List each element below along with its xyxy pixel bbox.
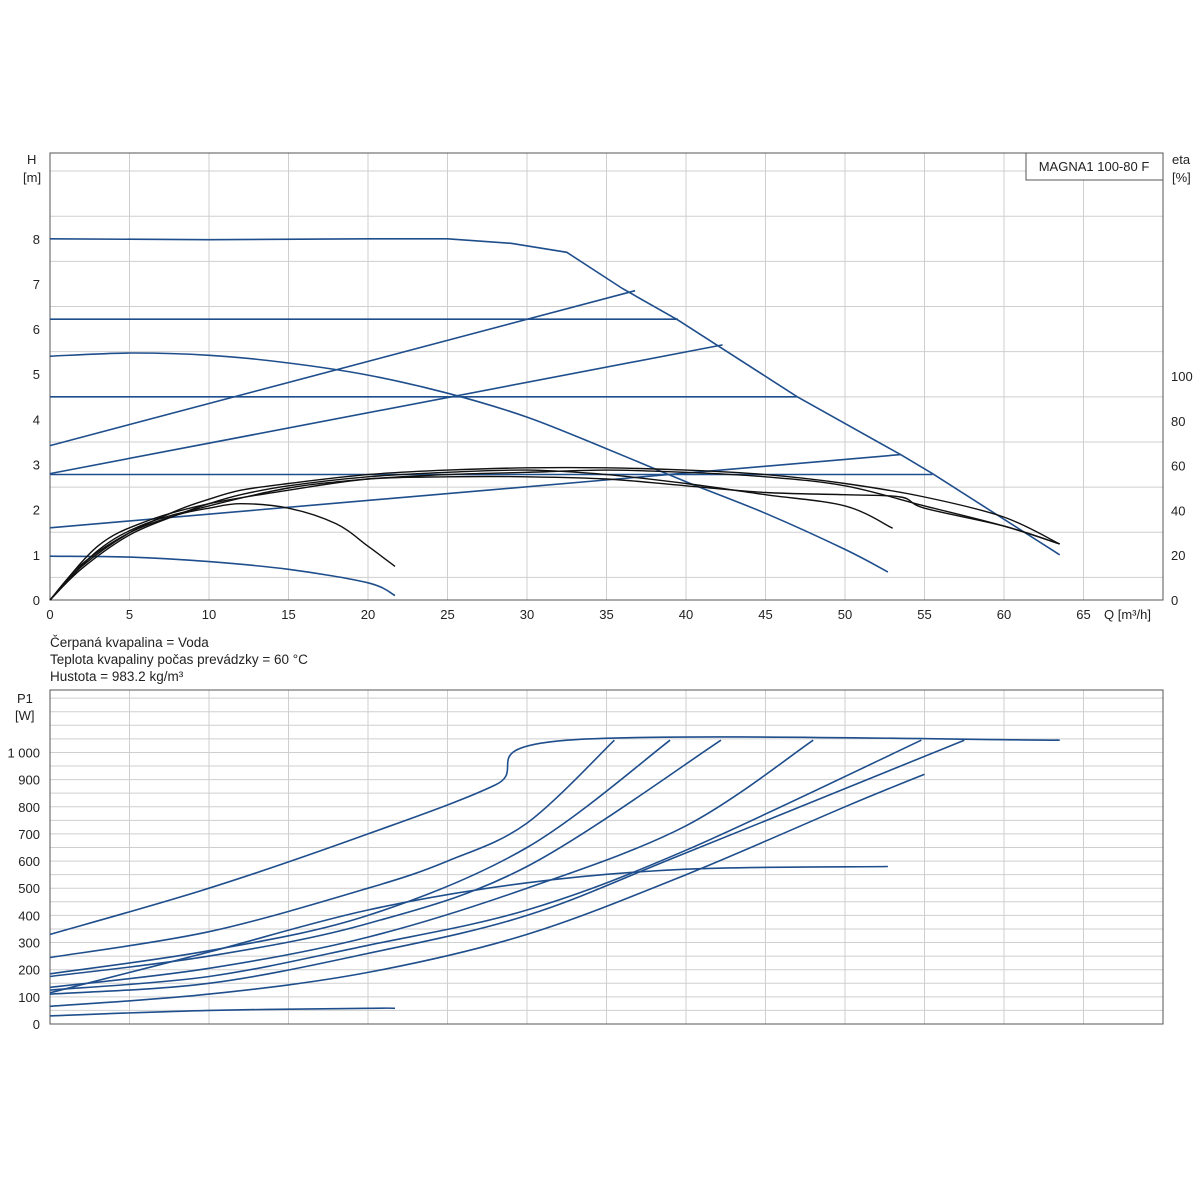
x-tick-label: 15 — [281, 607, 295, 622]
power-curve — [49, 739, 671, 975]
power-curve — [49, 865, 888, 994]
eta-tick-label: 100 — [1171, 369, 1193, 384]
h-axis-unit: [m] — [23, 170, 41, 185]
plot-frame — [49, 152, 1164, 601]
x-tick-label: 0 — [46, 607, 53, 622]
p1-tick-label: 300 — [18, 936, 40, 951]
x-tick-label: 60 — [997, 607, 1011, 622]
power-curve — [49, 739, 965, 995]
head-curve — [49, 453, 901, 529]
h-tick-label: 4 — [33, 412, 40, 427]
efficiency-curve — [49, 475, 1060, 601]
eta-tick-label: 60 — [1171, 459, 1185, 474]
head-curve — [49, 555, 396, 597]
p1-tick-label: 1 000 — [7, 745, 40, 760]
eta-axis-label: eta — [1172, 152, 1191, 167]
h-tick-label: 2 — [33, 503, 40, 518]
power-curve — [49, 739, 722, 978]
power-curve — [49, 739, 814, 989]
h-axis-label: H — [27, 152, 36, 167]
x-tick-label: 20 — [361, 607, 375, 622]
p1-tick-label: 600 — [18, 854, 40, 869]
h-tick-label: 6 — [33, 322, 40, 337]
p1-tick-label: 900 — [18, 773, 40, 788]
fluid-temperature: Teplota kvapaliny počas prevádzky = 60 °… — [50, 652, 308, 667]
power-curve — [49, 739, 922, 991]
p1-tick-label: 700 — [18, 827, 40, 842]
head-curve — [49, 352, 889, 573]
q-axis-label: Q [m³/h] — [1104, 607, 1151, 622]
p1-tick-label: 200 — [18, 963, 40, 978]
eta-tick-label: 20 — [1171, 548, 1185, 563]
p1-tick-label: 800 — [18, 800, 40, 815]
fluid-name: Čerpaná kvapalina = Voda — [50, 635, 209, 650]
p1-tick-label: 500 — [18, 881, 40, 896]
head-curve — [49, 238, 1061, 556]
fluid-density: Hustota = 983.2 kg/m³ — [50, 669, 184, 684]
p1-tick-label: 0 — [33, 1017, 40, 1032]
h-tick-label: 8 — [33, 232, 40, 247]
head-efficiency-chart: 0 5 10 15 20 25 30 35 40 45 50 55 60 6501234567802040… — [23, 152, 1193, 622]
eta-axis-unit: [%] — [1172, 170, 1191, 185]
p1-axis-unit: [W] — [15, 708, 35, 723]
h-tick-label: 1 — [33, 548, 40, 563]
x-tick-label: 40 — [679, 607, 693, 622]
head-curve — [49, 344, 723, 475]
efficiency-curve — [49, 502, 396, 601]
fluid-info: Čerpaná kvapalina = Voda Teplota kvapali… — [50, 634, 308, 685]
p1-axis-label: P1 — [17, 691, 33, 706]
x-tick-label: 10 — [202, 607, 216, 622]
h-tick-label: 7 — [33, 277, 40, 292]
efficiency-curve — [49, 469, 1060, 601]
eta-tick-label: 80 — [1171, 414, 1185, 429]
p1-tick-label: 400 — [18, 908, 40, 923]
model-name: MAGNA1 100-80 F — [1039, 159, 1150, 174]
x-tick-label: 5 — [126, 607, 133, 622]
model-legend-box — [1025, 152, 1164, 181]
x-tick-label: 35 — [599, 607, 613, 622]
x-tick-label: 45 — [758, 607, 772, 622]
eta-tick-label: 40 — [1171, 503, 1185, 518]
plot-frame — [49, 689, 1164, 1025]
h-tick-label: 3 — [33, 458, 40, 473]
eta-tick-label: 0 — [1171, 593, 1178, 608]
x-tick-label: 55 — [917, 607, 931, 622]
head-curve — [49, 289, 636, 447]
power-chart: 0 100 200 300 400 500 600 700 800 900 1 000 P1 [W] — [7, 689, 1164, 1032]
power-curve — [49, 773, 925, 1008]
x-tick-label: 65 — [1076, 607, 1090, 622]
power-curve — [49, 739, 615, 959]
x-tick-label: 25 — [440, 607, 454, 622]
x-tick-label: 50 — [838, 607, 852, 622]
p1-tick-label: 100 — [18, 990, 40, 1005]
h-tick-label: 5 — [33, 367, 40, 382]
efficiency-curve — [49, 469, 893, 601]
power-curve — [49, 1007, 396, 1017]
power-curve — [49, 736, 1060, 936]
x-tick-label: 30 — [520, 607, 534, 622]
h-tick-label: 0 — [33, 593, 40, 608]
